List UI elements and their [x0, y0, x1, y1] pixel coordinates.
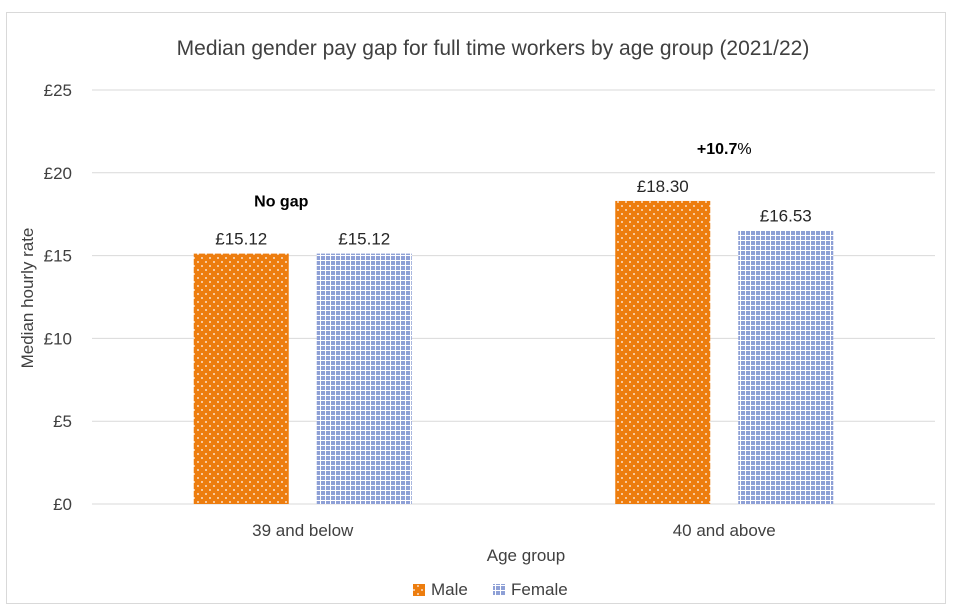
- legend-swatch-male: [413, 584, 425, 596]
- legend-label-female: Female: [511, 580, 568, 599]
- data-label: £15.12: [215, 230, 267, 249]
- y-tick-label: £25: [44, 81, 72, 100]
- y-tick-label: £10: [44, 329, 72, 348]
- x-tick-labels: 39 and below 40 and above: [252, 521, 776, 540]
- data-label: £16.53: [760, 206, 812, 225]
- gap-annotation: +10.7%: [697, 141, 752, 158]
- chart-title: Median gender pay gap for full time work…: [177, 37, 810, 60]
- bar-male: [615, 200, 711, 504]
- y-axis-title: Median hourly rate: [18, 228, 37, 369]
- x-axis-title: Age group: [487, 546, 565, 565]
- data-labels: £15.12 £15.12 £18.30 £16.53: [215, 177, 812, 249]
- legend: Male Female: [413, 580, 568, 599]
- legend-label-male: Male: [431, 580, 468, 599]
- y-tick-label: £0: [53, 495, 72, 514]
- data-label: £15.12: [338, 230, 390, 249]
- bars: [193, 200, 834, 505]
- legend-swatch-female: [493, 584, 505, 596]
- y-tick-labels: £0 £5 £10 £15 £20 £25: [44, 81, 72, 514]
- y-tick-label: £15: [44, 247, 72, 266]
- annotations: No gap +10.7%: [254, 141, 751, 211]
- data-label: £18.30: [637, 177, 689, 196]
- y-tick-label: £5: [53, 412, 72, 431]
- x-tick-label: 40 and above: [673, 521, 776, 540]
- bar-male: [193, 253, 289, 504]
- y-tick-label: £20: [44, 164, 72, 183]
- gap-annotation: No gap: [254, 194, 308, 211]
- bar-female: [738, 230, 834, 505]
- bar-female: [316, 253, 412, 504]
- x-tick-label: 39 and below: [252, 521, 354, 540]
